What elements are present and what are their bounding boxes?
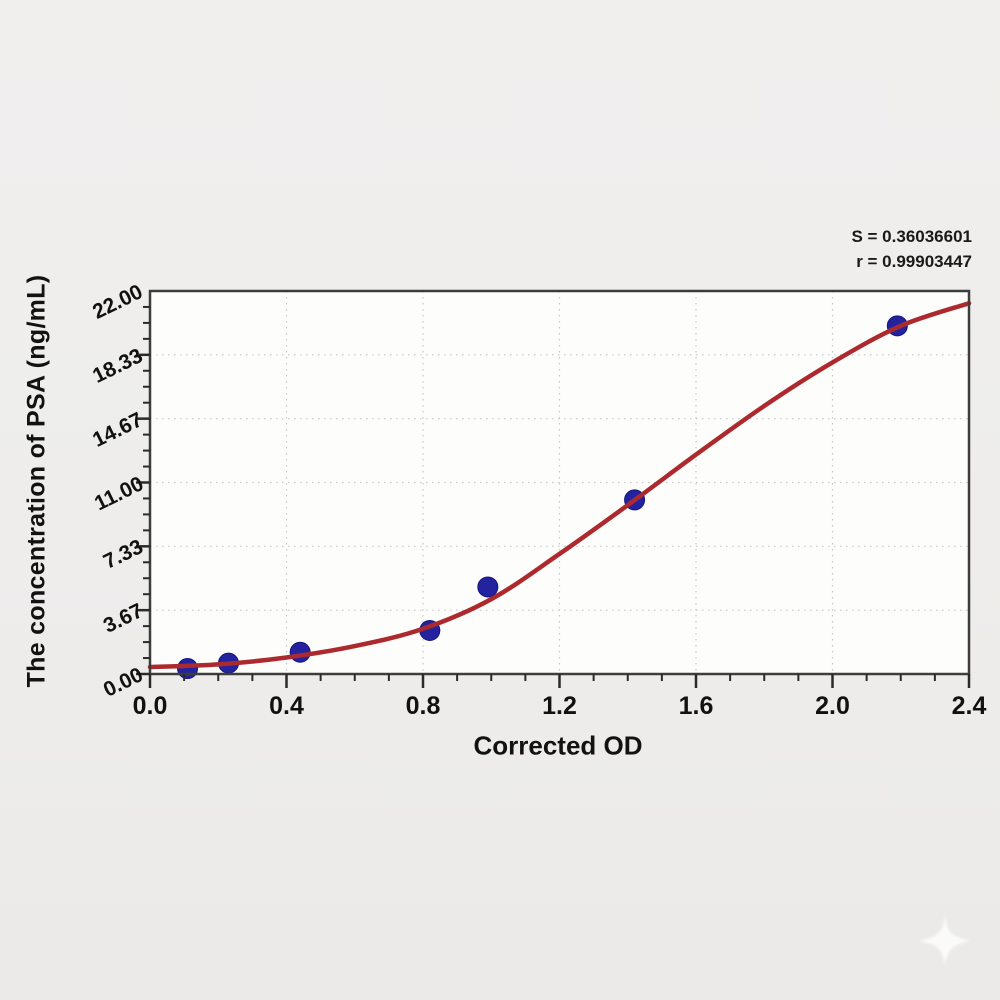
fit-statistics: S = 0.36036601 r = 0.99903447: [851, 224, 972, 274]
x-tick-label: 0.8: [405, 692, 441, 720]
data-point: [177, 658, 199, 680]
data-point: [477, 576, 499, 598]
x-tick-label: 2.4: [951, 692, 987, 720]
x-tick-label: 1.6: [678, 692, 714, 720]
x-axis-title: Corrected OD: [473, 730, 643, 761]
watermark-sparkle-icon: [920, 916, 970, 966]
data-point: [289, 641, 311, 663]
stat-s-value: S = 0.36036601: [851, 227, 972, 246]
fit-curve: [147, 300, 972, 670]
x-tick-label: 0.4: [269, 692, 304, 720]
y-axis-title: The concentration of PSA (ng/mL): [22, 274, 51, 688]
x-tick-label: 0.0: [132, 692, 168, 720]
x-tick-label: 2.0: [815, 692, 850, 720]
stat-r-value: r = 0.99903447: [856, 252, 972, 271]
x-tick-label: 1.2: [542, 692, 577, 720]
